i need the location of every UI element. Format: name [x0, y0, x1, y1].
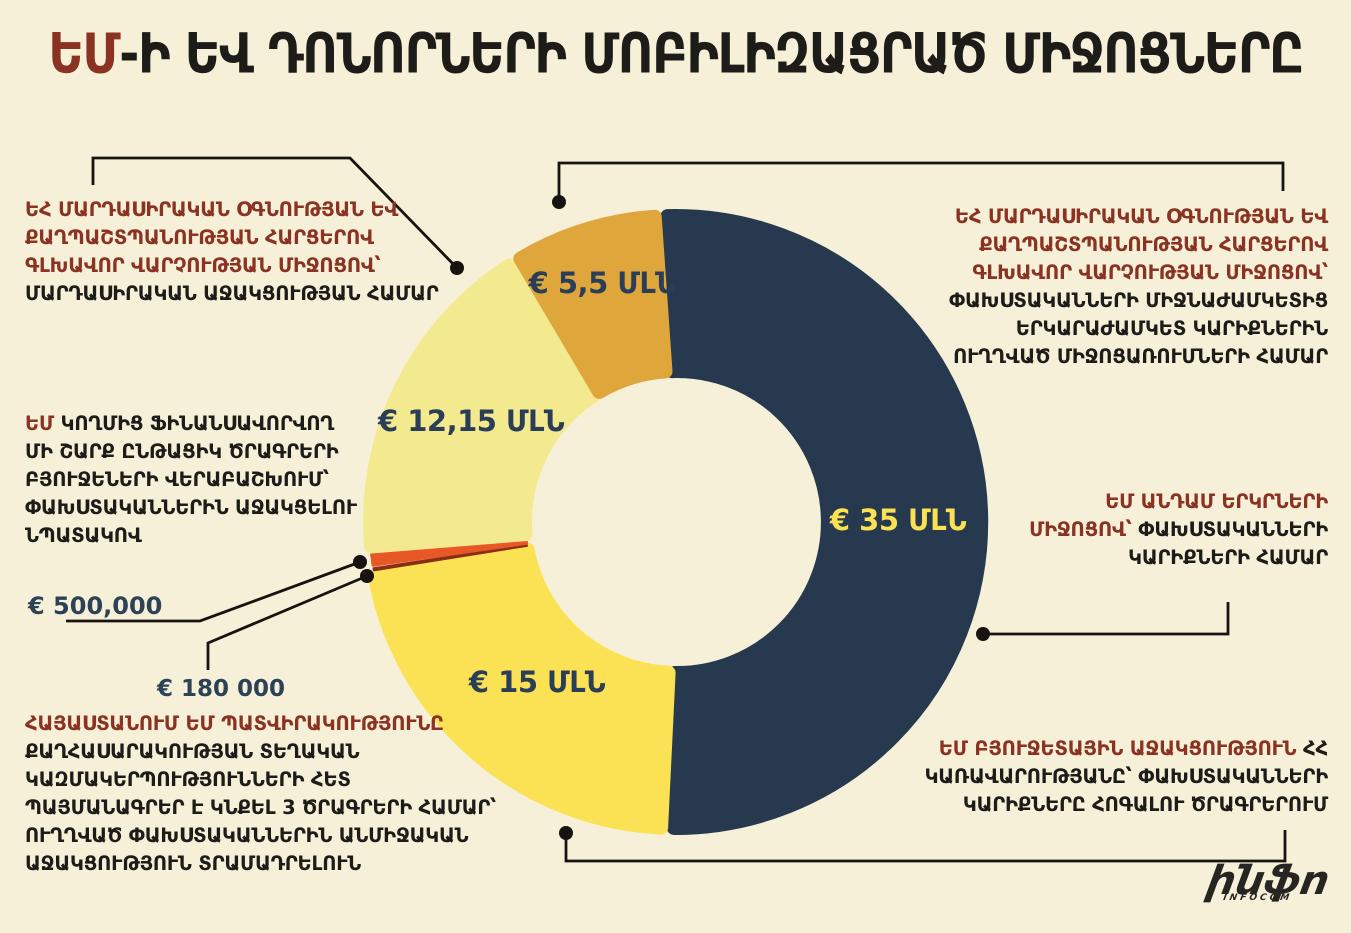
annotation-eu-delegation: ՀԱՅԱՍՏԱՆՈՒՄ ԵՄ ՊԱՏՎԻՐԱԿՈՒԹՅՈՒՆԸ ՔԱՂՀԱՍԱՐԱ…: [25, 710, 496, 878]
donut-segment-labels: € 35 ՄԼՆ € 15 ՄԼՆ € 12,15 ՄԼՆ € 5,5 ՄԼՆ: [377, 266, 967, 699]
annotation-line: ԿԱՐԻՔՆԵՐԸ ՀՈԳԱԼՈՒ ԾՐԱԳՐԵՐՈՒՄ: [962, 793, 1328, 816]
annotation-line: ՄԱՐԴԱՍԻՐԱԿԱՆ ԱՋԱԿՑՈՒԹՅԱՆ ՀԱՄԱՐ: [25, 282, 439, 305]
connector-dots: [353, 195, 990, 840]
amount-500k: € 500,000: [28, 592, 163, 620]
donut-segment-eu-delegation-contracts: [372, 543, 528, 572]
annotation-line: ՓԱԽՍՏԱԿԱՆՆԵՐԻ ՄԻՋՆԱԺԱՄԿԵՏԻՑ: [948, 289, 1328, 312]
dot-180k: [360, 569, 374, 583]
amount-180k: € 180 000: [157, 676, 286, 702]
annotation-line: ԵՄ ԿՈՂՄԻՑ ՖԻՆԱՆՍԱՎՈՐՎՈՂ: [25, 412, 335, 435]
annotation-line: ԿԱՌԱՎԱՐՈՒԹՅԱՆԸ՝ ՓԱԽՍՏԱԿԱՆՆԵՐԻ: [924, 765, 1329, 788]
dot-right-middle: [976, 627, 990, 641]
annotation-line: ՄԻ ՇԱՐՔ ԸՆԹԱՑԻԿ ԾՐԱԳՐԵՐԻ: [25, 440, 339, 463]
annotation-programme-reallocation: ԵՄ ԿՈՂՄԻՑ ՖԻՆԱՆՍԱՎՈՐՎՈՂ ՄԻ ՇԱՐՔ ԸՆԹԱՑԻԿ Ծ…: [25, 410, 357, 550]
annotation-line: ՔԱՂՀԱՍԱՐԱԿՈՒԹՅԱՆ ՏԵՂԱԿԱՆ: [25, 740, 360, 763]
connector-lines: [66, 156, 1287, 863]
annotation-line: ԵՀ ՄԱՐԴԱՍԻՐԱԿԱՆ ՕԳՆՈՒԹՅԱՆ ԵՎ: [954, 205, 1328, 228]
donut-segment-eu-member-states: [660, 209, 989, 836]
annotation-line: ԲՅՈՒՋԵՆԵՐԻ ՎԵՐԱԲԱՇԽՈՒՄ՝: [25, 468, 329, 491]
annotation-line: ՀԱՅԱՍՏԱՆՈՒՄ ԵՄ ՊԱՏՎԻՐԱԿՈՒԹՅՈՒՆԸ: [25, 712, 444, 735]
annotation-line: ՆՊԱՏԱԿՈՎ: [25, 524, 142, 547]
dot-500k: [353, 555, 367, 569]
segment-value-echo-humanitarian-assistance: € 12,15 ՄԼՆ: [377, 404, 565, 438]
annotation-line: ՈՒՂՂՎԱԾ ՓԱԽՍՏԱԿԱՆՆԵՐԻՆ ԱՆՄԻՋԱԿԱՆ: [25, 824, 469, 847]
annotation-line: ԵՐԿԱՐԱԺԱՄԿԵՏ ԿԱՐԻՔՆԵՐԻՆ: [1015, 317, 1328, 340]
annotation-line: ՔԱՂՊԱՇՏՊԱՆՈՒԹՅԱՆ ՀԱՐՑԵՐՈՎ: [25, 226, 374, 249]
annotation-line: ՓԱԽՍՏԱԿԱՆՆԵՐԻՆ ԱՋԱԿՑԵԼՈՒ: [25, 496, 357, 519]
connector-top-right: [557, 161, 1285, 202]
annotation-line: ԿԱԶՄԱԿԵՐՊՈՒԹՅՈՒՆՆԵՐԻ ՀԵՏ: [25, 768, 351, 791]
annotation-line: ԵՄ ԲՅՈՒՋԵՏԱՅԻՆ ԱՋԱԿՑՈՒԹՅՈՒՆ ՀՀ: [938, 737, 1328, 760]
connector-180k: [206, 574, 368, 670]
page-title: ԵՄ-Ի ԵՎ ԴՈՆՈՐՆԵՐԻ ՄՈԲԻԼԻԶԱՑՐԱԾ ՄԻՋՈՑՆԵՐԸ: [0, 22, 1351, 86]
dot-top-right: [552, 195, 566, 209]
title-rest: -Ի ԵՎ ԴՈՆՈՐՆԵՐԻ ՄՈԲԻԼԻԶԱՑՐԱԾ ՄԻՋՈՑՆԵՐԸ: [119, 22, 1304, 86]
segment-value-echo-mid-long-term: € 5,5 ՄԼՆ: [528, 266, 677, 300]
annotation-line: ՔԱՂՊԱՇՏՊԱՆՈՒԹՅԱՆ ՀԱՐՑԵՐՈՎ: [979, 233, 1328, 256]
annotation-line: ԵՄ ԱՆԴԱՄ ԵՐԿՐՆԵՐԻ: [1105, 490, 1328, 513]
dot-top-left: [450, 261, 464, 275]
dot-bottom-right: [559, 826, 573, 840]
donut-segment-echo-mid-long-term: [513, 209, 673, 399]
annotation-line: ԳԼԽԱՎՈՐ ՎԱՐՉՈՒԹՅԱՆ ՄԻՋՈՑՈՎ՝: [25, 254, 381, 277]
connector-top-left: [91, 156, 459, 269]
annotation-eu-budget-support: ԵՄ ԲՅՈՒՋԵՏԱՅԻՆ ԱՋԱԿՑՈՒԹՅՈՒՆ ՀՀ ԿԱՌԱՎԱՐՈՒԹ…: [924, 735, 1329, 819]
annotation-line: ԳԼԽԱՎՈՐ ՎԱՐՉՈՒԹՅԱՆ ՄԻՋՈՑՈՎ՝: [972, 261, 1328, 284]
connector-500k: [66, 560, 361, 623]
annotation-line: ԿԱՐԻՔՆԵՐԻ ՀԱՄԱՐ: [1128, 546, 1328, 569]
segment-value-eu-member-states: € 35 ՄԼՆ: [829, 503, 967, 537]
segment-value-eu-budget-support: € 15 ՄԼՆ: [468, 665, 606, 699]
annotation-line: ԱՋԱԿՑՈՒԹՅՈՒՆ ՏՐԱՄԱԴՐԵԼՈՒՆ: [25, 852, 362, 875]
annotation-line: ԵՀ ՄԱՐԴԱՍԻՐԱԿԱՆ ՕԳՆՈՒԹՅԱՆ ԵՎ: [25, 198, 399, 221]
annotation-echo-humanitarian: ԵՀ ՄԱՐԴԱՍԻՐԱԿԱՆ ՕԳՆՈՒԹՅԱՆ ԵՎ ՔԱՂՊԱՇՏՊԱՆՈՒ…: [25, 196, 439, 308]
donut-segments: [363, 209, 989, 836]
donut-segment-echo-humanitarian-assistance: [363, 258, 601, 554]
connector-bottom-right: [564, 830, 1287, 863]
connector-right-middle: [983, 602, 1230, 636]
infocom-logo: ինֆո INFOCOM: [1203, 858, 1333, 904]
annotation-line: ՄԻՋՈՑՈՎ՝ ՓԱԽՍՏԱԿԱՆՆԵՐԻ: [1029, 518, 1328, 541]
donut-segment-eu-budget-support: [368, 542, 676, 835]
annotation-eu-member-states: ԵՄ ԱՆԴԱՄ ԵՐԿՐՆԵՐԻ ՄԻՋՈՑՈՎ՝ ՓԱԽՍՏԱԿԱՆՆԵՐԻ Կ…: [1029, 488, 1328, 572]
title-highlight: ԵՄ: [48, 22, 120, 86]
annotation-line: ՊԱՅՄԱՆԱԳՐԵՐ Է ԿՆՔԵԼ 3 ԾՐԱԳՐԵՐԻ ՀԱՄԱՐ՝: [25, 796, 497, 819]
annotation-line: ՈՒՂՂՎԱԾ ՄԻՋՈՑԱՌՈՒՄՆԵՐԻ ՀԱՄԱՐ: [953, 345, 1328, 368]
annotation-echo-midterm: ԵՀ ՄԱՐԴԱՍԻՐԱԿԱՆ ՕԳՆՈՒԹՅԱՆ ԵՎ ՔԱՂՊԱՇՏՊԱՆՈՒ…: [949, 203, 1328, 371]
